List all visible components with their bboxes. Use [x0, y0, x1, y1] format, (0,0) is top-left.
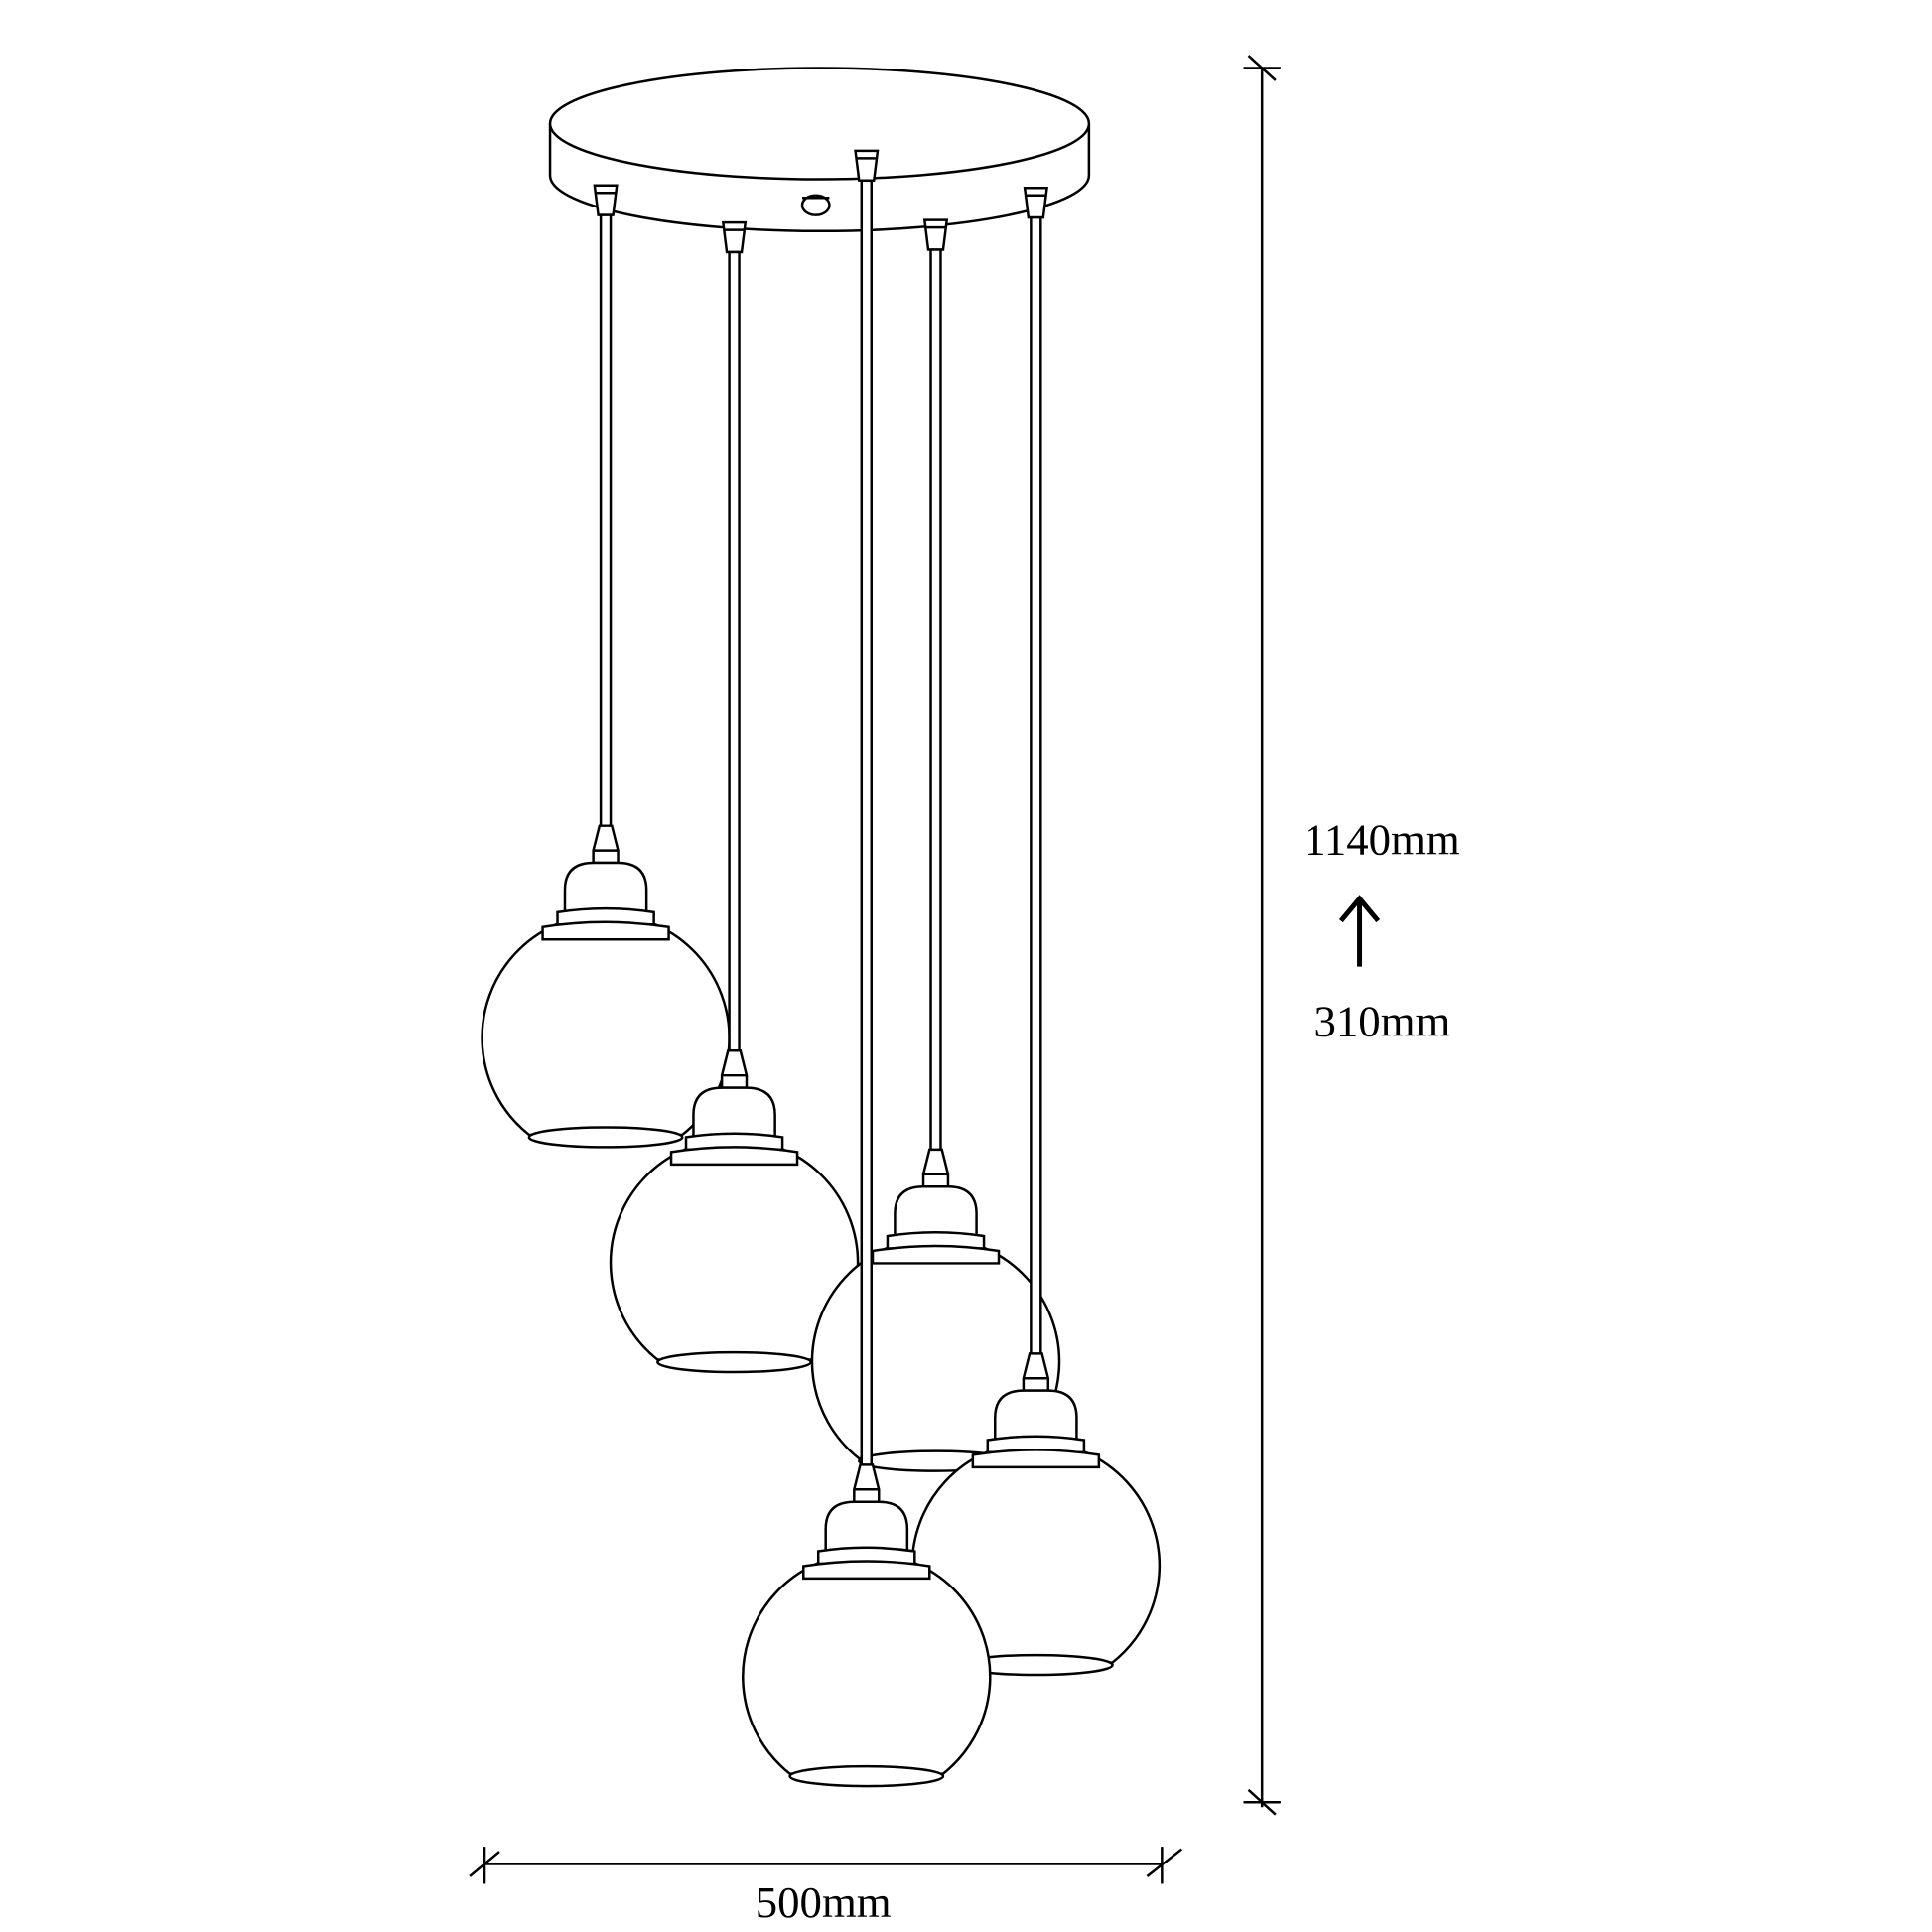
width-label: 500mm	[756, 1877, 892, 1927]
pendant-5	[742, 149, 992, 1788]
globe-opening	[527, 1126, 684, 1149]
pendant-4	[910, 187, 1162, 1677]
height-dimension-line	[1243, 55, 1281, 1816]
cord	[728, 250, 741, 1055]
pendant-1	[481, 184, 731, 1149]
cord-cap	[721, 220, 748, 254]
canopy-screw	[800, 194, 831, 216]
cord	[1030, 215, 1042, 1358]
cord	[929, 248, 942, 1154]
cord-cap	[593, 184, 619, 216]
cord-cap	[922, 218, 949, 251]
min-height-label: 310mm	[1313, 996, 1449, 1045]
cord	[860, 179, 873, 1469]
width-dimension-line	[469, 1847, 1183, 1884]
arrow-up-icon	[1338, 895, 1381, 967]
lamp-holder	[894, 1184, 978, 1238]
globe-opening	[656, 1350, 812, 1374]
pendant-3	[810, 218, 1061, 1472]
cord	[599, 213, 613, 830]
lamp-holder	[824, 1500, 909, 1553]
glass-globe	[481, 912, 731, 1137]
lamp-holder	[563, 861, 648, 914]
lamp-holder	[994, 1389, 1078, 1442]
globe-opening	[788, 1764, 945, 1788]
lamp-holder	[692, 1086, 776, 1139]
pendant-2	[609, 220, 860, 1374]
ceiling-canopy	[548, 67, 1091, 233]
cord-cap	[1023, 187, 1048, 219]
cord-cap	[854, 149, 880, 183]
pendants	[481, 149, 1162, 1788]
height-label: 1140mm	[1304, 814, 1460, 864]
